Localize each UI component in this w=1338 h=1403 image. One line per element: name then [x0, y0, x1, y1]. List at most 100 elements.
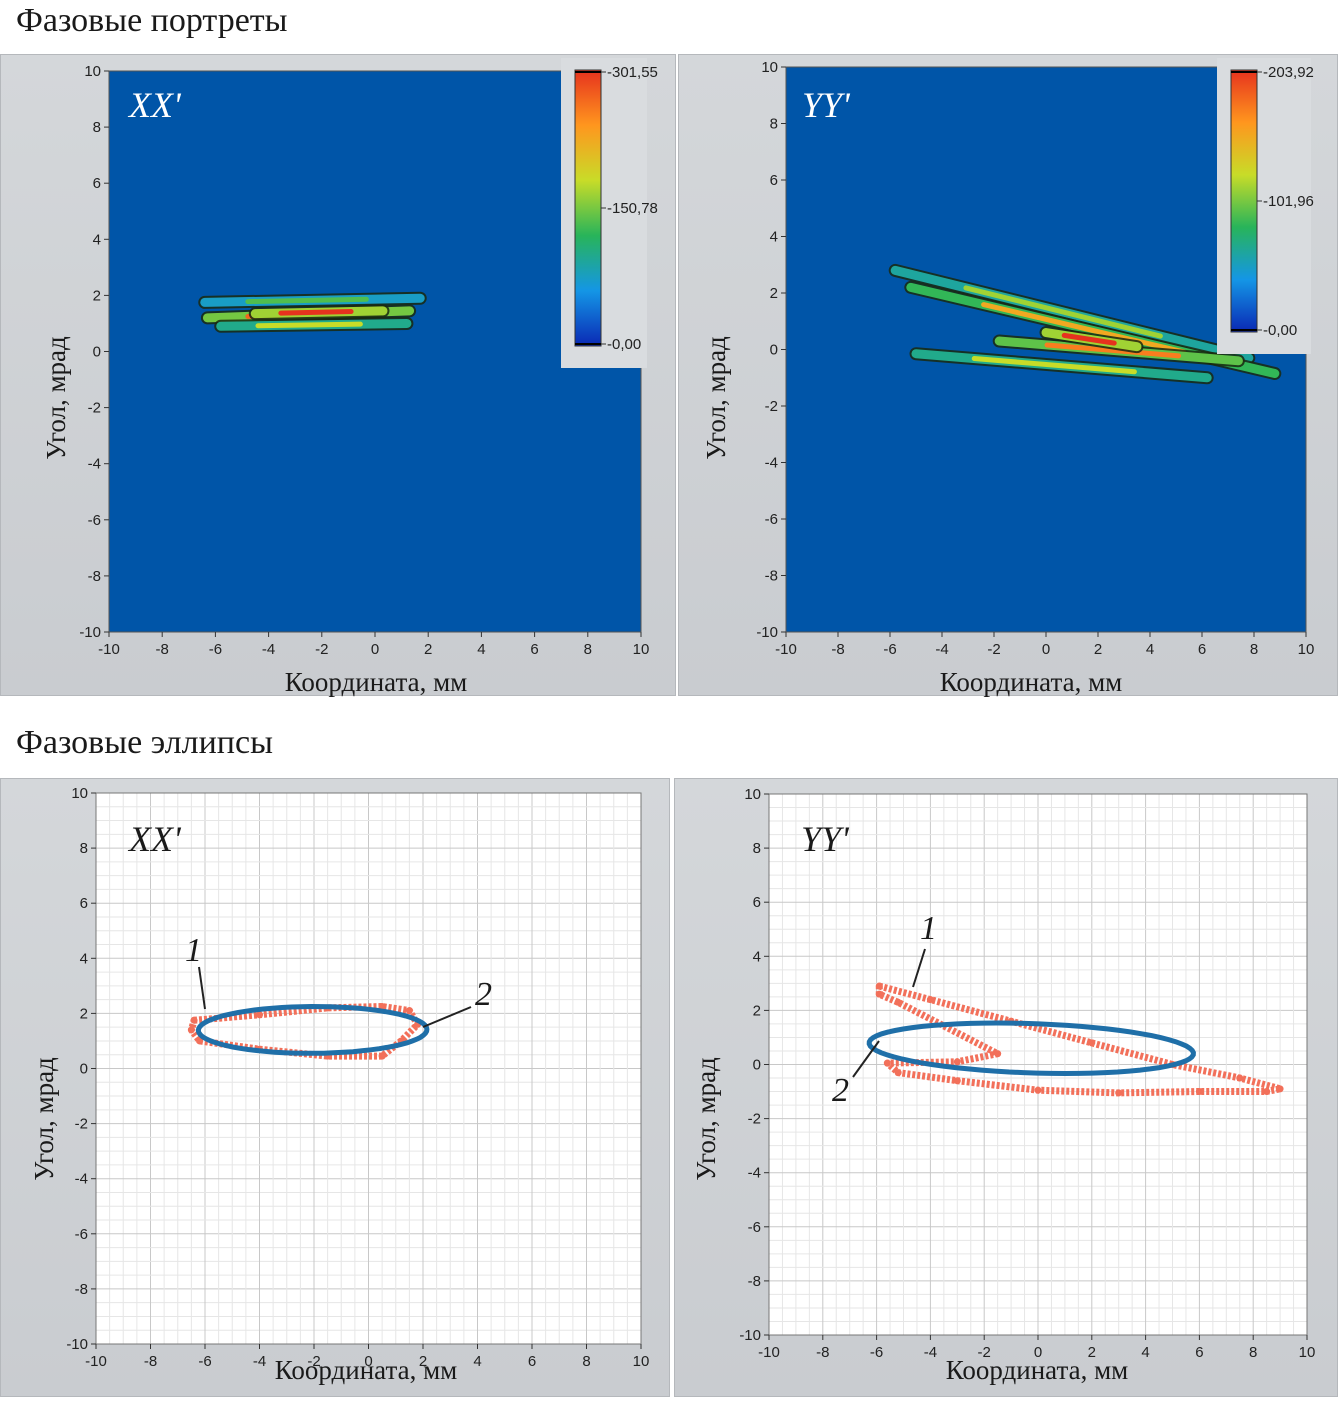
y-tick-label: 0 — [753, 1057, 761, 1074]
particle-point — [1088, 1039, 1096, 1047]
beam-streak-core — [981, 302, 1187, 355]
x-tick-label: -2 — [307, 1353, 320, 1370]
y-tick-label: -6 — [765, 511, 778, 528]
y-tick-label: -8 — [765, 568, 778, 585]
x-tick-label: -8 — [144, 1353, 157, 1370]
callout-leader — [852, 1040, 880, 1078]
colorbar-tick-label: -101,96 — [1263, 193, 1314, 210]
y-tick-label: -10 — [739, 1327, 761, 1344]
callout-leader — [198, 966, 206, 1010]
x-tick-label: 2 — [1088, 1344, 1096, 1361]
y-tick-label: 8 — [753, 840, 761, 857]
particle-point — [875, 982, 883, 990]
x-tick-label: -6 — [870, 1344, 883, 1361]
y-tick-label: -6 — [748, 1219, 761, 1236]
particle-point — [1195, 1088, 1203, 1096]
y-tick-label: -4 — [765, 455, 778, 472]
x-tick-label: 10 — [633, 641, 650, 658]
callout-leader — [912, 948, 926, 988]
callout-label: 2 — [475, 976, 492, 1013]
particle-point — [1115, 1089, 1123, 1097]
colorbar-gradient — [1230, 69, 1258, 333]
x-tick-label: -8 — [831, 641, 844, 658]
section-title-portraits: Фазовые портреты — [16, 2, 288, 39]
y-tick-label: -6 — [88, 512, 101, 529]
x-tick-label: 6 — [530, 641, 538, 658]
y-tick-label: -10 — [66, 1336, 88, 1353]
particle-point — [894, 998, 902, 1006]
y-tick-label: 2 — [753, 1002, 761, 1019]
y-axis-label: Угол, мрад — [701, 336, 731, 460]
y-tick-label: -6 — [75, 1226, 88, 1243]
y-tick-label: -4 — [75, 1171, 88, 1188]
portrait-xx-panel: -10 -8 -6 -4 -2 0 2 4 6 8 10 10 8 6 4 2 0 -2 -4 -6 -8 -10 Коор… — [0, 54, 676, 697]
x-tick-label: 6 — [1195, 1344, 1203, 1361]
y-tick-label: -10 — [79, 624, 101, 641]
y-tick-label: 2 — [770, 285, 778, 302]
x-tick-label: -6 — [198, 1353, 211, 1370]
y-tick-label: 0 — [80, 1061, 88, 1078]
y-tick-label: -2 — [75, 1116, 88, 1133]
x-tick-label: -2 — [978, 1344, 991, 1361]
particle-point — [1034, 1086, 1042, 1094]
particle-point — [196, 1037, 204, 1045]
x-tick-label: -10 — [775, 641, 797, 658]
y-tick-label: 2 — [93, 287, 101, 304]
portrait-xx-chart: -10 -8 -6 -4 -2 0 2 4 6 8 10 10 8 6 4 2 0 -2 -4 -6 -8 -10 Коор… — [41, 58, 658, 697]
x-tick-label: -4 — [262, 641, 275, 658]
particle-point — [894, 1069, 902, 1077]
phase-ellipse — [866, 1020, 1196, 1077]
particle-point — [883, 1059, 891, 1067]
ellipse-yy-panel: -10 -8 -6 -4 -2 0 2 4 6 8 10 10 8 6 4 2 0 -2 -4 -6 -8 -10 Коор… — [674, 778, 1338, 1397]
x-tick-label: 8 — [584, 641, 592, 658]
x-tick-label: 0 — [364, 1353, 372, 1370]
chart-tag: XX' — [127, 85, 182, 125]
x-tick-label: -10 — [758, 1344, 780, 1361]
particle-point — [953, 1077, 961, 1085]
y-tick-label: -4 — [748, 1165, 761, 1182]
x-tick-label: 8 — [1250, 641, 1258, 658]
particle-point — [378, 1052, 386, 1060]
y-tick-label: 0 — [93, 344, 101, 361]
x-tick-label: -6 — [883, 641, 896, 658]
y-tick-label: 4 — [93, 231, 101, 248]
y-tick-label: -8 — [75, 1281, 88, 1298]
beam-streak-core — [245, 296, 369, 305]
x-tick-label: -2 — [987, 641, 1000, 658]
x-tick-label: 10 — [1299, 1344, 1316, 1361]
y-tick-label: 8 — [93, 119, 101, 136]
particle-point — [256, 1011, 263, 1019]
y-tick-label: 6 — [770, 172, 778, 189]
x-tick-label: -10 — [98, 641, 120, 658]
y-tick-label: -8 — [748, 1273, 761, 1290]
y-tick-label: -4 — [88, 456, 101, 473]
y-tick-label: 10 — [71, 785, 88, 802]
colorbar-tick-label: -0,00 — [607, 336, 641, 353]
y-tick-label: 0 — [770, 342, 778, 359]
x-tick-label: 4 — [1141, 1344, 1149, 1361]
x-tick-label: 0 — [1042, 641, 1050, 658]
x-tick-label: -10 — [85, 1353, 107, 1370]
chart-tag: YY' — [801, 819, 850, 859]
beam-streak-core — [255, 321, 363, 329]
colorbar-tick-label: -301,55 — [607, 64, 658, 81]
y-tick-label: 10 — [744, 786, 761, 803]
y-tick-label: 4 — [753, 948, 761, 965]
y-axis-label: Угол, мрад — [41, 336, 71, 460]
beam-streak-core — [971, 356, 1137, 375]
y-tick-label: 4 — [770, 229, 778, 246]
portrait-yy-chart: -10 -8 -6 -4 -2 0 2 4 6 8 10 10 8 6 4 2 0 -2 -4 -6 -8 -10 Коор… — [701, 58, 1314, 697]
x-tick-label: 8 — [1249, 1344, 1257, 1361]
x-tick-label: -4 — [253, 1353, 266, 1370]
y-tick-label: 10 — [761, 59, 778, 76]
x-tick-label: 6 — [1198, 641, 1206, 658]
y-tick-label: -2 — [765, 398, 778, 415]
callout-label: 1 — [920, 910, 937, 947]
particle-point — [378, 1003, 386, 1011]
particle-point — [1236, 1074, 1244, 1082]
x-tick-label: 10 — [633, 1353, 650, 1370]
y-tick-label: 6 — [93, 175, 101, 192]
x-tick-label: 0 — [1034, 1344, 1042, 1361]
x-tick-label: 2 — [419, 1353, 427, 1370]
callout-label: 1 — [185, 932, 202, 969]
